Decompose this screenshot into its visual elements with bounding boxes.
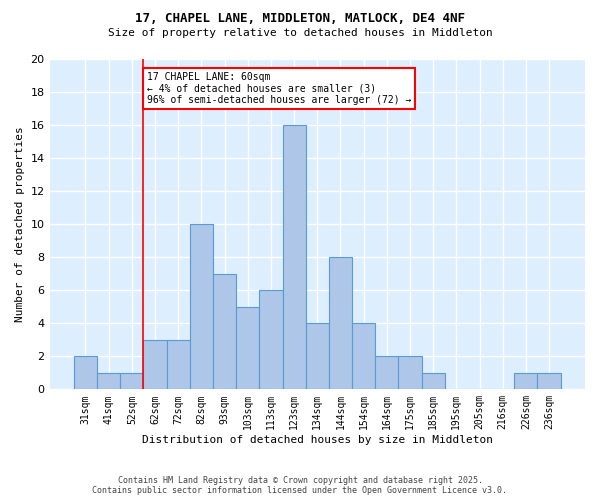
Bar — [236, 307, 259, 390]
Text: Size of property relative to detached houses in Middleton: Size of property relative to detached ho… — [107, 28, 493, 38]
Bar — [97, 373, 120, 390]
Bar — [213, 274, 236, 390]
Bar — [143, 340, 167, 390]
Bar — [329, 257, 352, 390]
Text: 17 CHAPEL LANE: 60sqm
← 4% of detached houses are smaller (3)
96% of semi-detach: 17 CHAPEL LANE: 60sqm ← 4% of detached h… — [147, 72, 411, 106]
Bar — [352, 324, 375, 390]
Y-axis label: Number of detached properties: Number of detached properties — [15, 126, 25, 322]
Bar — [259, 290, 283, 390]
Bar — [514, 373, 538, 390]
Bar — [120, 373, 143, 390]
Bar — [167, 340, 190, 390]
Bar — [283, 125, 305, 390]
Bar — [190, 224, 213, 390]
Bar — [74, 356, 97, 390]
Text: 17, CHAPEL LANE, MIDDLETON, MATLOCK, DE4 4NF: 17, CHAPEL LANE, MIDDLETON, MATLOCK, DE4… — [135, 12, 465, 26]
Text: Contains HM Land Registry data © Crown copyright and database right 2025.
Contai: Contains HM Land Registry data © Crown c… — [92, 476, 508, 495]
Bar — [422, 373, 445, 390]
Bar — [305, 324, 329, 390]
Bar — [538, 373, 560, 390]
X-axis label: Distribution of detached houses by size in Middleton: Distribution of detached houses by size … — [142, 435, 493, 445]
Bar — [398, 356, 422, 390]
Bar — [375, 356, 398, 390]
